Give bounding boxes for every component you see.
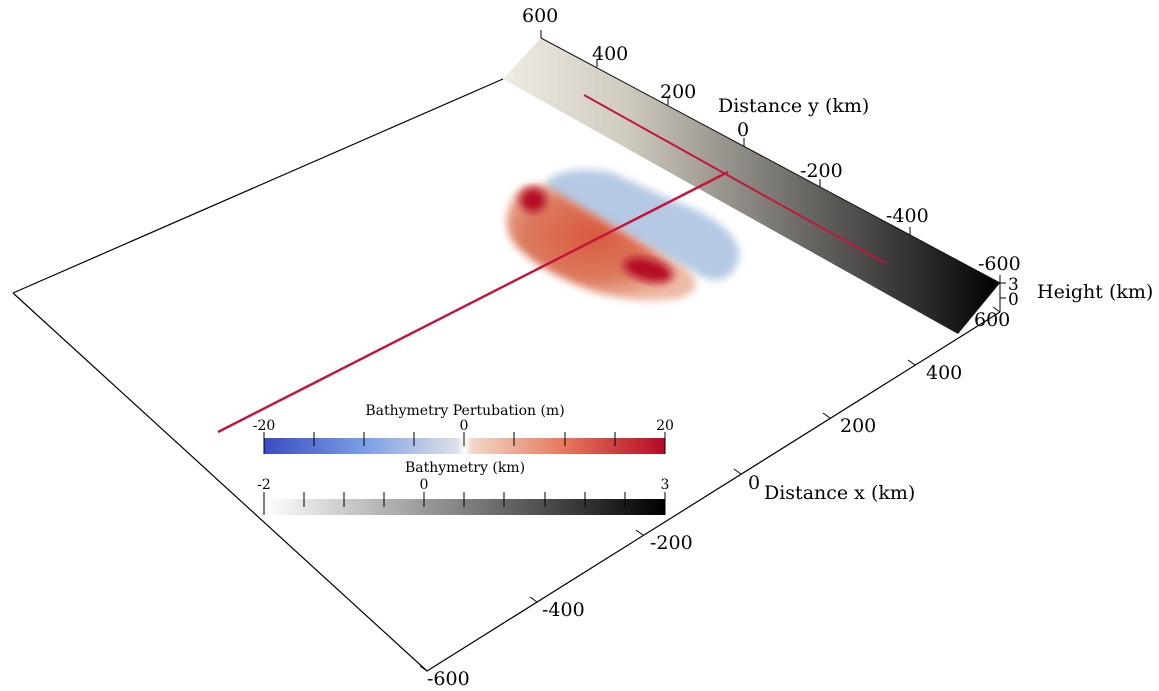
y-tick-label: 0 — [737, 119, 749, 141]
colorbar-perturbation-tick: -20 — [253, 418, 276, 434]
x-tick — [992, 306, 1001, 313]
x-tick-label: -600 — [427, 668, 470, 690]
y-tick-label: 400 — [592, 43, 628, 65]
y-tick-label: 200 — [660, 81, 696, 103]
y-tick-label: 600 — [522, 5, 558, 27]
positive-peak-west — [520, 188, 546, 212]
x-tick — [907, 359, 916, 366]
colorbar-perturbation-tick: 0 — [460, 418, 469, 434]
bathymetry-slope-wall — [503, 38, 1000, 334]
perturbation-field — [506, 169, 739, 301]
x-tick — [635, 529, 644, 536]
x-tick-label: 0 — [748, 472, 760, 494]
colorbar-bathymetry-title: Bathymetry (km) — [405, 460, 525, 476]
y-tick-label: -400 — [886, 205, 929, 227]
profile-line-floor — [217, 170, 729, 434]
z-axis-title: Height (km) — [1037, 281, 1153, 303]
x-tick-label: 600 — [974, 309, 1010, 331]
positive-peak-east — [623, 257, 673, 283]
x-tick-label: 400 — [926, 362, 962, 384]
x-axis: 600 400 200 0 -200 -400 -600 Distance x … — [419, 306, 1010, 690]
negative-perturbation-lobe — [545, 169, 739, 280]
y-axis: 600 400 200 0 -200 -400 -600 Distance y … — [522, 5, 1021, 283]
x-tick — [733, 468, 742, 475]
colorbar-perturbation: Bathymetry Pertubation (m) -20 0 20 — [253, 403, 674, 454]
x-tick — [419, 665, 428, 672]
slope-wall-edge — [540, 37, 1001, 284]
colorbar-bathymetry: Bathymetry (km) -2 0 3 — [257, 460, 669, 515]
y-axis-title: Distance y (km) — [718, 95, 869, 117]
x-tick-label: 200 — [840, 415, 876, 437]
x-tick-label: -200 — [650, 532, 693, 554]
x-tick — [529, 596, 538, 603]
z-axis: 3 0 Height (km) — [999, 275, 1153, 312]
colorbar-bathymetry-tick: -2 — [257, 477, 271, 493]
domain-outline — [12, 78, 504, 294]
colorbar-perturbation-title: Bathymetry Pertubation (m) — [365, 403, 564, 419]
y-tick-label: -200 — [800, 160, 843, 182]
x-tick-label: -400 — [542, 599, 585, 621]
colorbar-bathymetry-tick: 0 — [420, 477, 429, 493]
y-tick-label: -600 — [978, 253, 1021, 275]
profile-line-wall — [583, 94, 886, 264]
z-tick-label: 3 — [1008, 275, 1019, 295]
x-axis-title: Distance x (km) — [764, 482, 915, 504]
x-tick — [822, 412, 831, 419]
colorbar-perturbation-tick: 20 — [656, 418, 674, 434]
z-tick-label: 0 — [1008, 290, 1019, 310]
colorbar-bathymetry-tick: 3 — [661, 477, 670, 493]
